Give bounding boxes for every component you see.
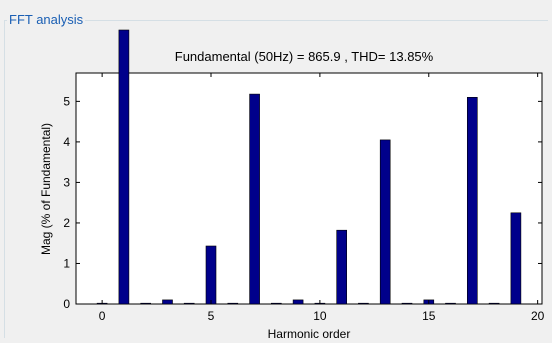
bar-harmonic-4: [183, 302, 195, 305]
panel-frame-left: [4, 20, 5, 338]
y-tick-label-3: 3: [63, 175, 70, 189]
bar-harmonic-11: [336, 229, 348, 305]
bar-harmonic-1: [118, 29, 130, 305]
ticks-layer: 0 1 2 3 4 5 0 5 10 15 20: [63, 73, 545, 323]
bar-harmonic-17: [466, 97, 478, 305]
y-tick-label-0: 0: [63, 297, 70, 311]
bar-harmonic-14: [401, 302, 413, 305]
y-tick-label-1: 1: [63, 256, 70, 270]
x-axis-label: Harmonic order: [268, 327, 351, 341]
x-tick-label-5: 5: [208, 309, 215, 323]
bar-harmonic-18: [488, 302, 500, 305]
bar-harmonic-9: [292, 299, 304, 305]
x-tick-label-20: 20: [531, 309, 545, 323]
panel-title: FFT analysis: [7, 11, 86, 29]
bar-harmonic-5: [205, 245, 217, 305]
y-tick-label-2: 2: [63, 216, 70, 230]
panel-frame-top: [4, 20, 548, 21]
bar-harmonic-3: [162, 299, 173, 305]
bar-harmonic-16: [445, 302, 456, 305]
bar-harmonic-6: [227, 302, 239, 305]
x-tick-label-0: 0: [99, 309, 106, 323]
x-tick-label-10: 10: [313, 309, 327, 323]
bar-harmonic-13: [379, 139, 391, 305]
bar-harmonic-2: [140, 302, 151, 305]
y-tick-label-4: 4: [63, 135, 70, 149]
x-tick-label-15: 15: [422, 309, 436, 323]
y-tick-label-5: 5: [63, 94, 70, 108]
plot-area: [75, 72, 543, 305]
bar-harmonic-7: [249, 93, 260, 305]
y-axis-label: Mag (% of Fundamental): [39, 123, 53, 255]
chart-title: Fundamental (50Hz) = 865.9 , THD= 13.85%: [175, 49, 434, 64]
bar-harmonic-12: [358, 302, 369, 305]
bar-harmonic-8: [270, 302, 282, 305]
bar-harmonic-19: [510, 212, 522, 305]
